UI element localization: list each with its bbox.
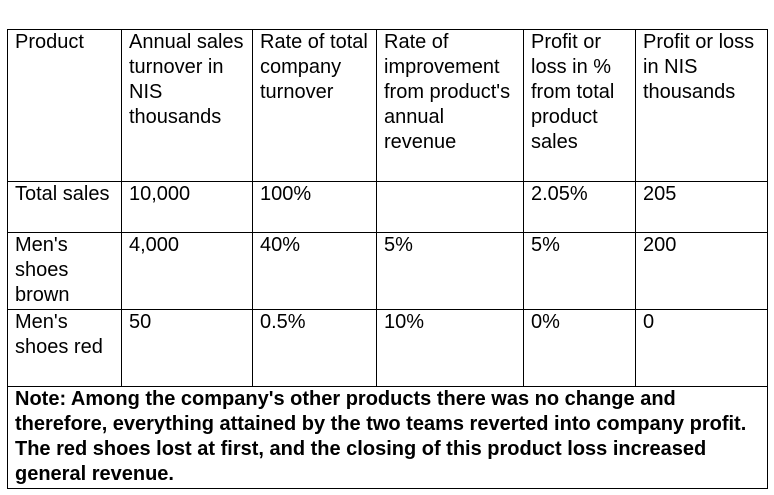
cell-profit-percent: 5% bbox=[523, 232, 636, 310]
cell-rate-of-improvement bbox=[376, 181, 524, 233]
header-profit-percent: Profit or loss in % from total product s… bbox=[523, 29, 636, 182]
header-product: Product bbox=[7, 29, 122, 182]
cell-annual-sales: 10,000 bbox=[121, 181, 253, 233]
cell-profit-nis: 200 bbox=[635, 232, 768, 310]
cell-product: Total sales bbox=[7, 181, 122, 233]
cell-rate-of-turnover: 0.5% bbox=[252, 309, 377, 387]
table-header-row: Product Annual sales turnover in NIS tho… bbox=[7, 29, 768, 182]
cell-product: Men's shoes brown bbox=[7, 232, 122, 310]
header-rate-of-turnover: Rate of total company turnover bbox=[252, 29, 377, 182]
cell-rate-of-improvement: 5% bbox=[376, 232, 524, 310]
table-note: Note: Among the company's other products… bbox=[7, 386, 768, 489]
header-profit-nis: Profit or loss in NIS thousands bbox=[635, 29, 768, 182]
cell-profit-percent: 2.05% bbox=[523, 181, 636, 233]
cell-annual-sales: 50 bbox=[121, 309, 253, 387]
cell-profit-nis: 0 bbox=[635, 309, 768, 387]
cell-product: Men's shoes red bbox=[7, 309, 122, 387]
cell-rate-of-turnover: 40% bbox=[252, 232, 377, 310]
product-profit-table: Product Annual sales turnover in NIS tho… bbox=[7, 29, 768, 489]
table-row: Men's shoes red 50 0.5% 10% 0% 0 bbox=[7, 309, 768, 387]
header-annual-sales: Annual sales turnover in NIS thousands bbox=[121, 29, 253, 182]
table-row: Total sales 10,000 100% 2.05% 205 bbox=[7, 181, 768, 233]
note-row: Note: Among the company's other products… bbox=[7, 386, 768, 489]
header-rate-of-improvement: Rate of improvement from product's annua… bbox=[376, 29, 524, 182]
cell-profit-nis: 205 bbox=[635, 181, 768, 233]
cell-rate-of-turnover: 100% bbox=[252, 181, 377, 233]
cell-profit-percent: 0% bbox=[523, 309, 636, 387]
cell-rate-of-improvement: 10% bbox=[376, 309, 524, 387]
table-row: Men's shoes brown 4,000 40% 5% 5% 200 bbox=[7, 232, 768, 310]
cell-annual-sales: 4,000 bbox=[121, 232, 253, 310]
